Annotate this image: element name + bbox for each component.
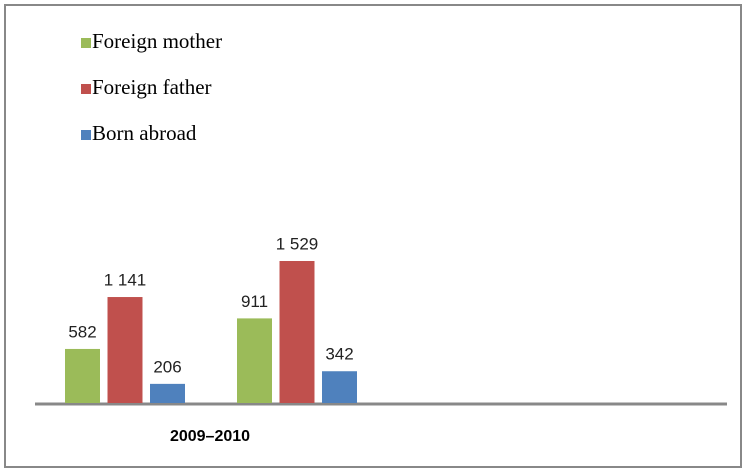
bar bbox=[150, 383, 185, 403]
legend-label: Foreign father bbox=[92, 75, 212, 99]
bar bbox=[107, 297, 143, 403]
data-label: 206 bbox=[153, 357, 181, 376]
bar bbox=[65, 348, 100, 403]
legend-label: Foreign mother bbox=[92, 29, 222, 53]
bar bbox=[322, 371, 357, 403]
data-label: 911 bbox=[241, 292, 268, 311]
data-label: 582 bbox=[68, 322, 96, 341]
data-label: 1 529 bbox=[276, 234, 319, 253]
legend-swatch bbox=[81, 84, 91, 94]
data-label: 1 141 bbox=[104, 271, 147, 290]
legend-swatch bbox=[81, 130, 91, 140]
bar bbox=[279, 261, 315, 403]
bar bbox=[237, 318, 272, 403]
data-label: 342 bbox=[325, 345, 353, 364]
legend-swatch bbox=[81, 38, 91, 48]
x-axis-label: 2009–2010 bbox=[170, 428, 250, 445]
legend-label: Born abroad bbox=[92, 121, 197, 145]
